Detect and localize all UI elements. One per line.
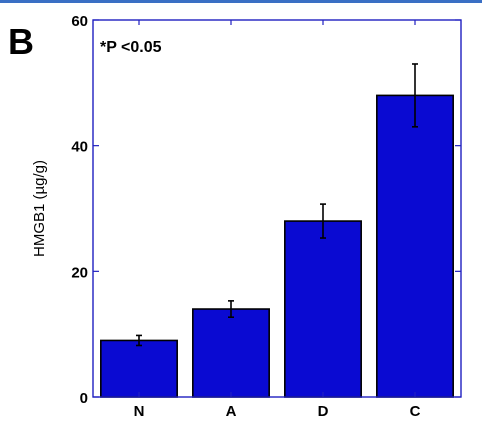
y-tick-label-0: 0: [80, 390, 88, 407]
error-bar-A: [228, 300, 234, 319]
y-tick-label-40: 40: [71, 139, 88, 156]
error-bar-N: [136, 334, 142, 347]
significance-annotation: *P <0.05: [100, 39, 162, 56]
error-bar-D: [320, 203, 326, 239]
error-bar-C: [412, 63, 418, 128]
x-tick-label-D: D: [318, 403, 329, 420]
x-tick-label-N: N: [134, 403, 145, 420]
x-tick-label-C: C: [410, 403, 421, 420]
bar-D: [284, 220, 362, 398]
bar-A: [192, 308, 270, 398]
top-rule: [0, 0, 482, 3]
plot-frame: [92, 19, 462, 398]
y-tick-label-20: 20: [71, 264, 88, 281]
x-tick-label-A: A: [226, 403, 237, 420]
bar-N: [100, 339, 178, 398]
bars-layer: [100, 63, 454, 398]
axes-layer: N A D C 0 20 40 60: [71, 13, 462, 420]
y-axis-label: HMGB1 (µg/g): [31, 160, 48, 257]
panel-label: B: [8, 21, 34, 62]
y-tick-label-60: 60: [71, 13, 88, 30]
bar-C: [376, 94, 454, 398]
